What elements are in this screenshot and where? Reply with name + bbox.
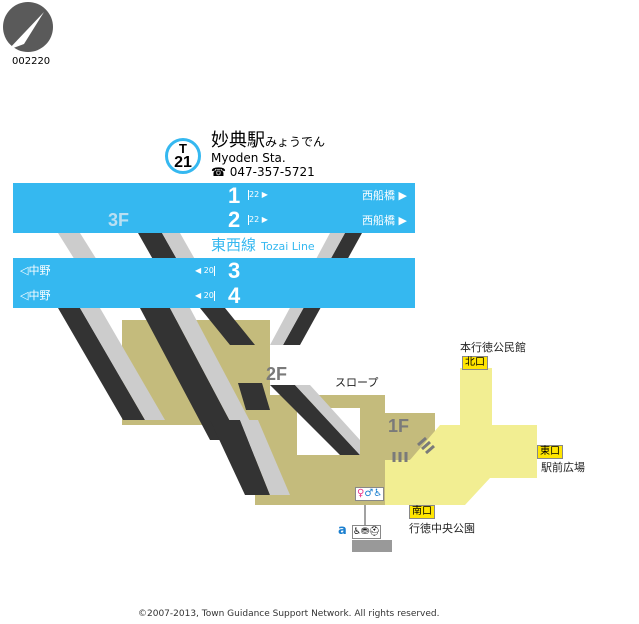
- exit-east[interactable]: 東口: [537, 445, 563, 459]
- facility-marker: a: [338, 523, 347, 538]
- landmark-north: 本行徳公民館: [460, 341, 526, 354]
- landmark-east: 駅前広場: [541, 461, 585, 474]
- platform-band-upper: [13, 183, 415, 233]
- facility-base: [352, 540, 392, 552]
- car-count-4: ◀ 20: [195, 291, 215, 301]
- station-title: 妙典駅みょうでん: [211, 131, 325, 152]
- compass-needle: [8, 12, 44, 50]
- station-number: 21: [174, 154, 192, 171]
- station-phone: ☎ 047-357-5721: [211, 166, 315, 179]
- exit-south[interactable]: 南口: [409, 505, 435, 519]
- destination-4: ◁中野: [20, 289, 51, 302]
- copyright: ©2007-2013, Town Guidance Support Networ…: [138, 609, 440, 619]
- ground-1f: [385, 368, 537, 505]
- phone-number: 047-357-5721: [229, 165, 315, 179]
- elevator-facilities-icon: ♿⛃⛑: [352, 525, 382, 539]
- floor-3f: 3F: [108, 210, 130, 230]
- destination-1: 西船橋 ▶: [362, 189, 407, 202]
- destination-3: ◁中野: [20, 264, 51, 277]
- exit-north[interactable]: 北口: [462, 356, 488, 370]
- compass-icon: [3, 2, 53, 52]
- line-code: T: [179, 141, 187, 156]
- floor-2f: 2F: [266, 364, 288, 384]
- line-name-ja: 東西線: [211, 236, 257, 254]
- track-1: 1: [228, 183, 241, 208]
- car-count-1: 22 ▶: [248, 190, 268, 200]
- station-badge: T 21: [165, 138, 201, 174]
- steps: [392, 436, 435, 462]
- track-4: 4: [228, 283, 241, 308]
- map-id: 002220: [12, 56, 51, 67]
- station-name-en: Myoden Sta.: [211, 151, 286, 165]
- destination-2: 西船橋 ▶: [362, 214, 407, 227]
- restroom-icon: ♀♂♿: [355, 487, 385, 501]
- floor-1f: 1F: [388, 416, 410, 436]
- landmark-south: 行徳中央公園: [409, 522, 475, 535]
- line-name-en: Tozai Line: [261, 240, 315, 253]
- station-name: 妙典駅: [211, 130, 265, 151]
- track-2: 2: [228, 207, 241, 232]
- line-name: 東西線 Tozai Line: [211, 236, 315, 256]
- station-kana: みょうでん: [265, 135, 326, 149]
- track-3: 3: [228, 258, 241, 283]
- car-count-2: 22 ▶: [248, 215, 268, 225]
- slope-label: スロープ: [335, 376, 379, 389]
- car-count-3: ◀ 20: [195, 266, 215, 276]
- phone-icon: ☎: [211, 165, 230, 179]
